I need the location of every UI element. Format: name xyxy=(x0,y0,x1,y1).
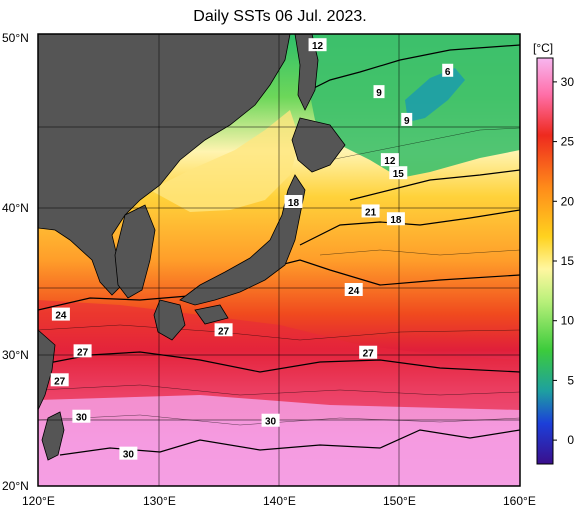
map-title: Daily SSTs 06 Jul. 2023. xyxy=(193,8,367,25)
contour-label: 12 xyxy=(384,156,396,167)
minor-isotherm xyxy=(38,324,520,341)
contour-label-box xyxy=(401,112,413,126)
contour-label-box xyxy=(73,344,92,358)
contour-label-box xyxy=(50,373,69,387)
contour-label: 27 xyxy=(363,349,375,360)
contour-label-box xyxy=(261,413,280,427)
contour-label: 9 xyxy=(404,116,410,127)
colorbar-tick-label: 20 xyxy=(561,194,575,208)
contour-label: 15 xyxy=(393,169,405,180)
contour-label-box xyxy=(380,153,399,167)
colorbar-ticks: 30 25 20 15 10 5 0 xyxy=(553,75,574,447)
contour-label-box xyxy=(214,323,233,337)
lat-label-40: 40°N xyxy=(2,201,29,215)
china-south-coast xyxy=(38,329,56,411)
lat-label-30: 30°N xyxy=(2,348,29,362)
isotherm-18 xyxy=(349,169,520,201)
minor-isotherm xyxy=(38,384,520,396)
colorbar-unit: [°C] xyxy=(533,41,553,55)
contour-label: 12 xyxy=(312,41,324,52)
minor-isotherm xyxy=(319,249,520,256)
kyushu-island xyxy=(153,299,186,341)
contour-label-box xyxy=(442,63,454,77)
contour-label: 18 xyxy=(390,215,402,226)
contour-label-box xyxy=(373,85,385,99)
contour-label-box xyxy=(51,307,70,321)
contour-label-box xyxy=(72,409,91,423)
minor-isotherm xyxy=(38,414,520,426)
colorbar-tick-label: 10 xyxy=(561,314,575,328)
contour-label-box xyxy=(361,204,380,218)
contour-label-box xyxy=(308,38,327,52)
contour-label: 24 xyxy=(55,311,67,322)
contour-label: 30 xyxy=(265,417,277,428)
shikoku-island xyxy=(194,304,229,325)
contour-label: 30 xyxy=(123,450,135,461)
colorbar-tick-label: 5 xyxy=(567,373,574,387)
contour-label: 27 xyxy=(218,326,230,337)
map-frame xyxy=(37,33,521,487)
contour-label: 27 xyxy=(77,347,89,358)
lon-label-130: 130°E xyxy=(143,494,176,508)
colorbar-ramp xyxy=(536,57,554,465)
lon-label-150: 150°E xyxy=(383,494,416,508)
coldest-water-patch xyxy=(405,68,465,122)
colorbar-tick-label: 25 xyxy=(561,135,575,149)
japan-sea-cool-region xyxy=(150,110,300,212)
contour-label: 27 xyxy=(54,376,66,387)
contour-label-box xyxy=(119,446,138,460)
contour-label: 6 xyxy=(445,67,451,78)
hokkaido-island xyxy=(291,117,346,173)
korean-peninsula xyxy=(114,204,156,299)
contour-label: 9 xyxy=(376,88,382,99)
contour-label: 21 xyxy=(365,207,377,218)
isotherm-12 xyxy=(299,44,520,96)
colorbar-tick-label: 0 xyxy=(567,433,574,447)
contour-label: 30 xyxy=(76,413,88,424)
colorbar: [°C] 30 25 20 15 10 5 0 xyxy=(533,41,574,465)
contour-label: 18 xyxy=(288,198,300,209)
minor-isotherm xyxy=(329,127,520,161)
contour-label-box xyxy=(284,195,303,209)
contour-label: 24 xyxy=(348,286,360,297)
colorbar-tick-label: 30 xyxy=(561,75,575,89)
taiwan-island xyxy=(41,411,65,461)
honshu-island xyxy=(179,174,306,306)
contour-label-box xyxy=(389,166,408,180)
lat-label-50: 50°N xyxy=(2,31,29,45)
lon-label-120: 120°E xyxy=(22,494,55,508)
contour-label-box xyxy=(344,283,363,297)
contour-labels: 12 6 9 9 12 15 18 21 18 24 24 27 27 27 27 30 30 30 xyxy=(50,38,454,461)
lon-label-140: 140°E xyxy=(263,494,296,508)
contour-label-box xyxy=(359,345,378,359)
colorbar-tick-label: 15 xyxy=(561,254,575,268)
lat-label-20: 20°N xyxy=(2,479,29,493)
contour-label-box xyxy=(386,212,405,226)
isotherm-27 xyxy=(38,351,520,373)
lon-label-160: 160°E xyxy=(503,494,536,508)
